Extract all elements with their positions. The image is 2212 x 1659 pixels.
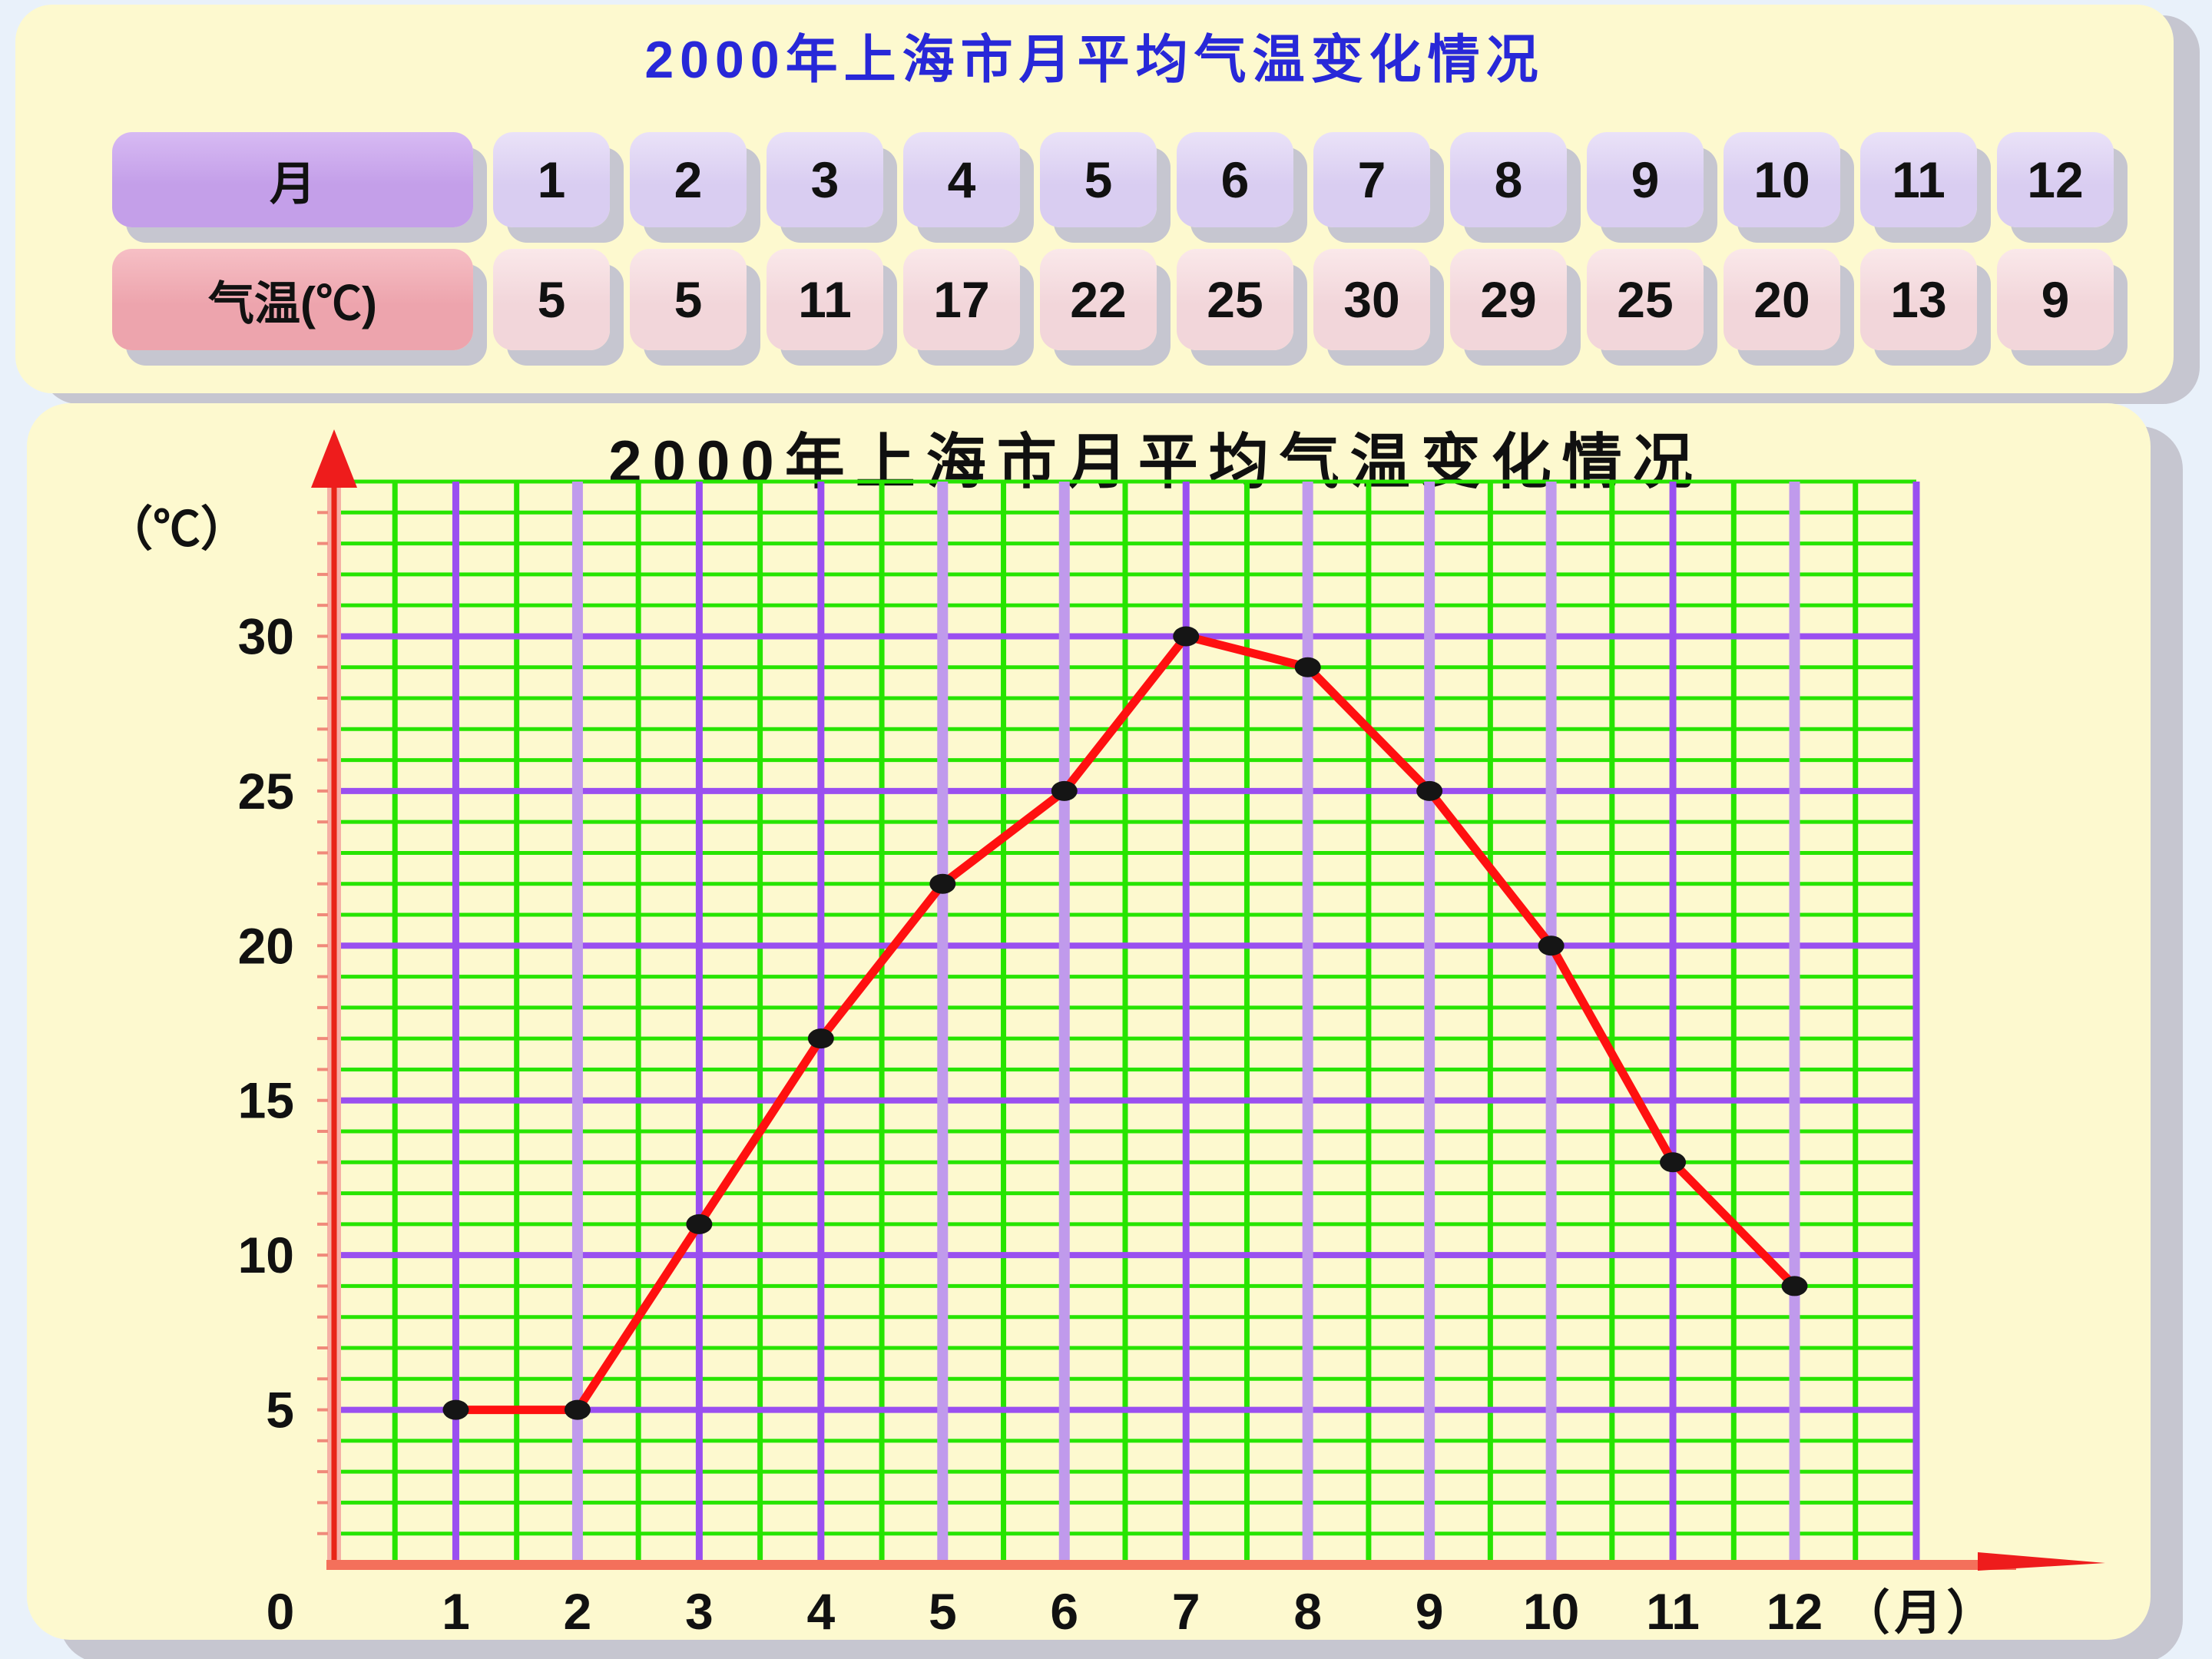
temp-cell: 5: [630, 249, 747, 350]
x-axis-arrow: [1978, 1552, 2105, 1571]
month-cell: 2: [630, 132, 747, 227]
x-tick-label: 8: [1293, 1583, 1322, 1640]
temp-cell: 9: [1997, 249, 2114, 350]
month-cell: 4: [903, 132, 1020, 227]
x-tick-label: 5: [929, 1583, 957, 1640]
months-row: 月 1 2 3 4 5 6 7 8 9 10 11 12: [112, 132, 2114, 227]
data-point: [1416, 780, 1443, 801]
temp-cell: 30: [1313, 249, 1430, 350]
month-cell: 10: [1724, 132, 1840, 227]
chart-panel: 2000年上海市月平均气温变化情况 5 10 15 20 25 30 0 1 2 3 4 5 6 7 8 9 1…: [27, 403, 2151, 1640]
data-point: [1294, 657, 1321, 677]
x-tick-label: 12: [1767, 1583, 1823, 1640]
month-cell: 11: [1860, 132, 1977, 227]
x-tick-label: 3: [685, 1583, 714, 1640]
x-tick-label: 10: [1523, 1583, 1579, 1640]
x-tick-label: 2: [564, 1583, 592, 1640]
x-tick-label: 9: [1416, 1583, 1444, 1640]
x-tick-label: 1: [442, 1583, 470, 1640]
y-axis-arrow: [311, 429, 357, 488]
month-cell: 3: [767, 132, 883, 227]
data-point: [1051, 780, 1078, 801]
temp-cell: 13: [1860, 249, 1977, 350]
data-point: [807, 1028, 834, 1049]
data-point: [1538, 935, 1565, 956]
month-cell: 7: [1313, 132, 1430, 227]
data-point: [929, 873, 956, 894]
x-tick-label: 11: [1646, 1583, 1700, 1640]
y-tick-label: 20: [238, 917, 294, 974]
temp-cells: 5 5 11 17 22 25 30 29 25 20 13 9: [493, 249, 2114, 350]
temp-cell: 20: [1724, 249, 1840, 350]
data-point: [1660, 1152, 1687, 1173]
data-point: [442, 1399, 469, 1420]
origin-label: 0: [267, 1583, 295, 1640]
month-cells: 1 2 3 4 5 6 7 8 9 10 11 12: [493, 132, 2114, 227]
temp-cell: 22: [1040, 249, 1157, 350]
x-tick-label: 4: [806, 1583, 835, 1640]
x-tick-label: 6: [1050, 1583, 1078, 1640]
data-point: [686, 1214, 713, 1234]
month-cell: 6: [1177, 132, 1293, 227]
x-axis-unit-label: （月）: [1843, 1586, 1999, 1640]
temp-cell: 11: [767, 249, 883, 350]
temp-cell: 17: [903, 249, 1020, 350]
data-point: [1173, 626, 1200, 647]
month-cell: 5: [1040, 132, 1157, 227]
month-header-cell: 月: [112, 132, 473, 227]
y-tick-label: 10: [238, 1227, 294, 1283]
month-cell: 8: [1450, 132, 1567, 227]
month-cell: 1: [493, 132, 610, 227]
data-point: [564, 1399, 591, 1420]
y-tick-label: 30: [238, 608, 294, 664]
temp-cell: 25: [1177, 249, 1293, 350]
y-tick-label: 5: [266, 1382, 294, 1439]
temp-cell: 25: [1587, 249, 1704, 350]
x-tick-label: 7: [1172, 1583, 1200, 1640]
page-title: 2000年上海市月平均气温变化情况: [644, 31, 1545, 89]
temp-cell: 5: [493, 249, 610, 350]
y-tick-label: 15: [238, 1072, 294, 1129]
month-cell: 12: [1997, 132, 2114, 227]
table-panel: 2000年上海市月平均气温变化情况 月 1 2 3 4 5 6 7 8 9 10 11 12 气温(℃…: [15, 5, 2174, 393]
temp-header-cell: 气温(℃): [112, 249, 473, 350]
month-cell: 9: [1587, 132, 1704, 227]
y-axis-unit-label: （℃）: [105, 502, 248, 556]
y-tick-label: 25: [238, 763, 294, 820]
temperature-line: [451, 631, 1800, 1415]
data-point: [1781, 1276, 1808, 1296]
temps-row: 气温(℃) 5 5 11 17 22 25 30 29 25 20 13 9: [112, 249, 2114, 350]
chart-title: 2000年上海市月平均气温变化情况: [608, 428, 1704, 495]
temp-cell: 29: [1450, 249, 1567, 350]
x-axis-line: [326, 1560, 2016, 1570]
